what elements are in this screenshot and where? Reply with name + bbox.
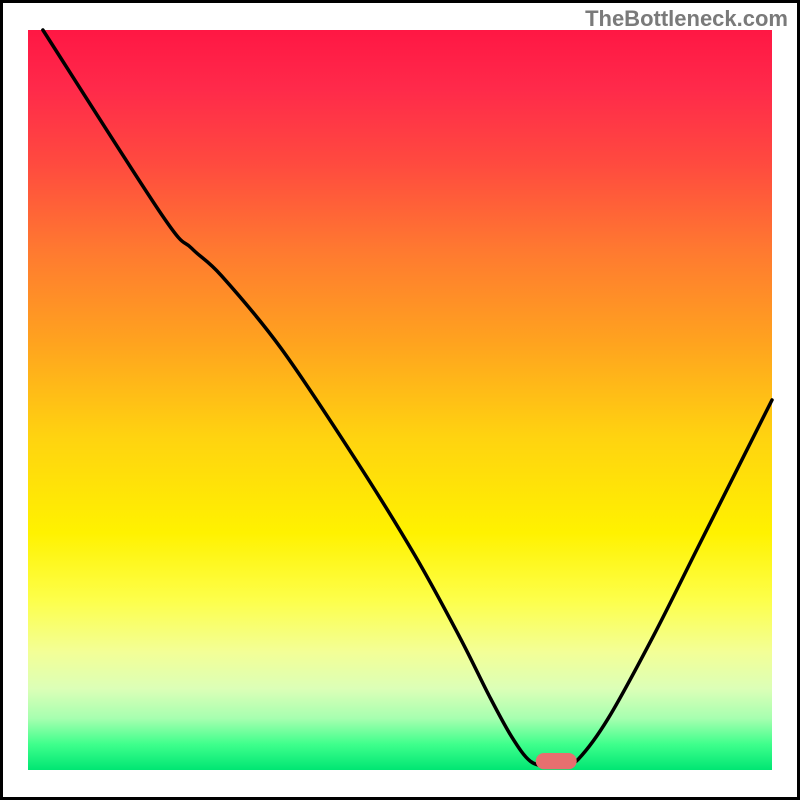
optimal-marker — [536, 753, 577, 769]
chart-background — [28, 30, 772, 770]
watermark-text: TheBottleneck.com — [585, 6, 788, 32]
bottleneck-chart — [0, 0, 800, 800]
